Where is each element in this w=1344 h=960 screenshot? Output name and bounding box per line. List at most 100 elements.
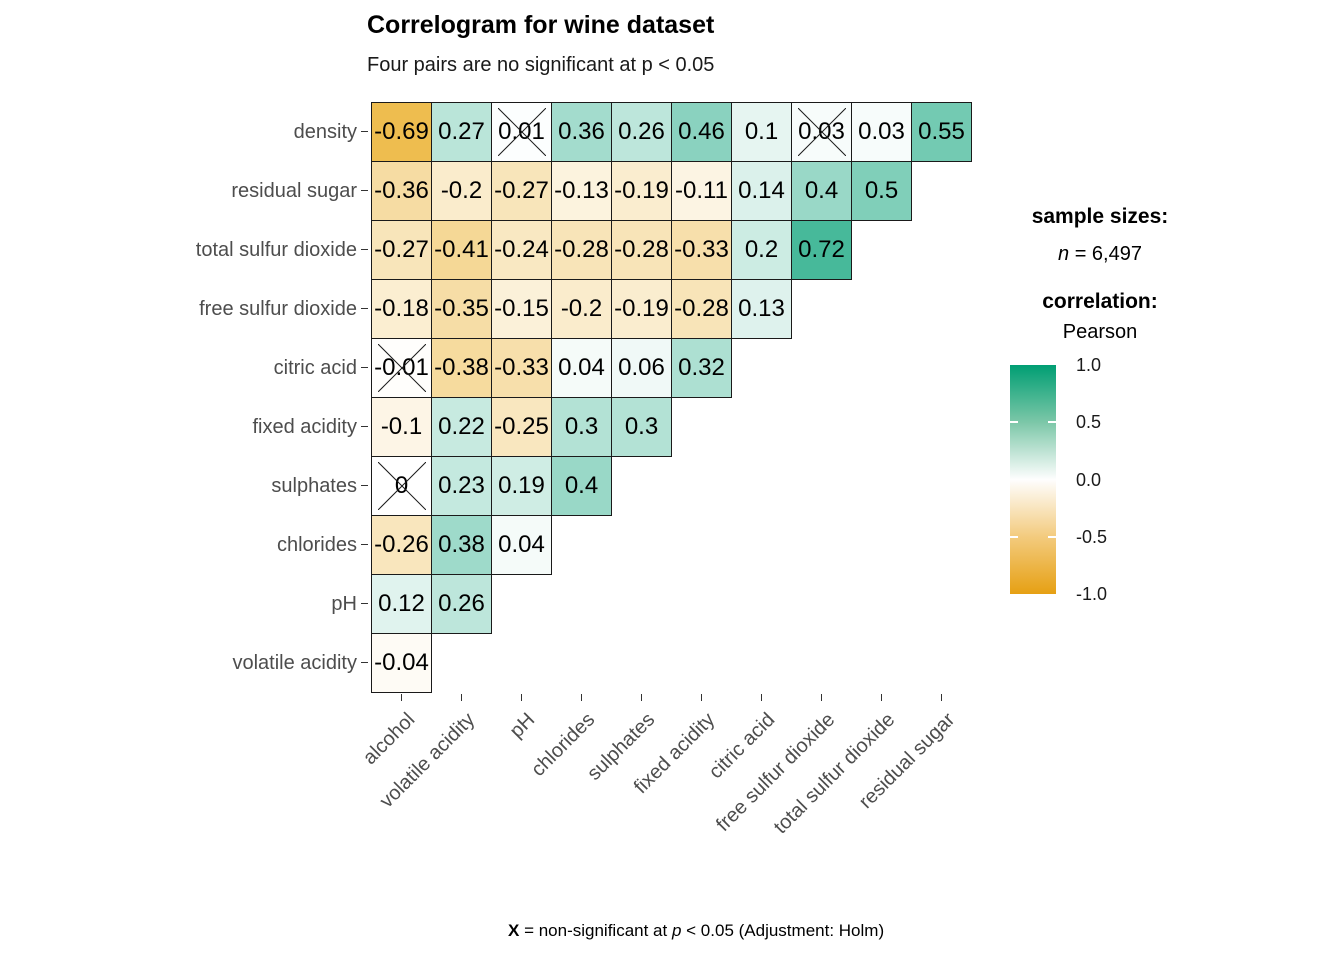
- cell-value: -0.26: [374, 531, 429, 558]
- correlation-title: correlation:: [1042, 290, 1158, 313]
- cell-value: 0.04: [498, 531, 545, 558]
- correlation-cell: 0.36: [551, 102, 612, 162]
- cell-value: 0.55: [918, 118, 965, 145]
- correlation-cell: -0.25: [491, 397, 552, 457]
- correlation-cell: -0.15: [491, 279, 552, 339]
- cell-value: 0.06: [618, 354, 665, 381]
- cell-value: -0.35: [434, 295, 489, 322]
- cell-value: -0.27: [494, 177, 549, 204]
- x-axis-tick: [521, 694, 522, 701]
- correlation-cell: -0.28: [671, 279, 732, 339]
- caption-p-symbol: p: [671, 921, 682, 940]
- colorbar-tick-label: 0.5: [1076, 412, 1102, 433]
- correlation-cell: 0.14: [731, 161, 792, 221]
- x-axis-tick: [761, 694, 762, 701]
- cell-value: -0.19: [614, 177, 669, 204]
- non-significant-x-icon: [377, 344, 426, 392]
- correlation-cell: 0.23: [431, 456, 492, 516]
- cell-value: -0.1: [380, 413, 423, 440]
- y-axis-tick: [361, 190, 368, 191]
- cell-value: -0.11: [675, 177, 728, 204]
- cell-value: -0.04: [374, 649, 429, 676]
- colorbar-tick-mark: [1010, 535, 1018, 538]
- cell-value: -0.25: [494, 413, 549, 440]
- cell-value: -0.28: [554, 236, 609, 263]
- cell-value: -0.38: [434, 354, 489, 381]
- correlation-cell: -0.11: [671, 161, 732, 221]
- correlation-cell: -0.01: [371, 338, 432, 398]
- non-significant-x-icon: [797, 108, 846, 156]
- correlation-cell: -0.19: [611, 161, 672, 221]
- non-significant-x-icon: [497, 108, 546, 156]
- cell-value: 0.72: [798, 236, 845, 263]
- correlation-cell: 0.22: [431, 397, 492, 457]
- correlation-cell: 0.03: [851, 102, 912, 162]
- cell-value: -0.27: [374, 236, 429, 263]
- correlation-cell: -0.28: [611, 220, 672, 280]
- caption: X = non-significant at p < 0.05 (Adjustm…: [508, 921, 884, 941]
- cell-value: -0.2: [440, 177, 483, 204]
- correlation-cell: 0.03: [791, 102, 852, 162]
- correlation-cell: -0.26: [371, 515, 432, 575]
- cell-value: -0.69: [374, 118, 429, 145]
- y-axis-tick: [361, 485, 368, 486]
- correlation-cell: 0.13: [731, 279, 792, 339]
- y-axis-tick: [361, 308, 368, 309]
- y-axis-label: citric acid: [273, 357, 357, 379]
- correlation-cell: 0.4: [551, 456, 612, 516]
- cell-value: -0.13: [554, 177, 609, 204]
- y-axis-label: sulphates: [271, 475, 357, 497]
- y-axis-tick: [361, 131, 368, 132]
- cell-value: 0.26: [438, 590, 485, 617]
- cell-value: 0.46: [678, 118, 725, 145]
- x-axis-tick: [821, 694, 822, 701]
- correlation-cell: -0.33: [671, 220, 732, 280]
- correlation-cell: 0: [371, 456, 432, 516]
- n-symbol: n: [1058, 243, 1070, 265]
- cell-value: 0.03: [858, 118, 905, 145]
- cell-value: -0.28: [614, 236, 669, 263]
- caption-x-symbol: X: [508, 921, 520, 940]
- y-axis-label: total sulfur dioxide: [195, 239, 357, 261]
- x-axis-tick: [401, 694, 402, 701]
- cell-value: 0.4: [804, 177, 839, 204]
- y-axis-tick: [361, 603, 368, 604]
- correlation-cell: -0.27: [491, 161, 552, 221]
- y-axis-tick: [361, 544, 368, 545]
- correlation-cell: 0.46: [671, 102, 732, 162]
- correlation-cell: -0.41: [431, 220, 492, 280]
- correlation-cell: -0.13: [551, 161, 612, 221]
- x-axis-tick: [581, 694, 582, 701]
- correlation-cell: 0.26: [431, 574, 492, 634]
- cell-value: 0.22: [438, 413, 485, 440]
- correlation-cell: 0.06: [611, 338, 672, 398]
- cell-value: -0.36: [374, 177, 429, 204]
- correlation-cell: -0.24: [491, 220, 552, 280]
- correlation-cell: 0.3: [611, 397, 672, 457]
- correlation-cell: 0.55: [911, 102, 972, 162]
- cell-value: 0.38: [438, 531, 485, 558]
- cell-value: 0.04: [558, 354, 605, 381]
- x-axis-tick: [881, 694, 882, 701]
- cell-value: -0.41: [434, 236, 489, 263]
- y-axis-label: volatile acidity: [232, 652, 357, 674]
- correlation-cell: 0.3: [551, 397, 612, 457]
- correlation-cell: 0.01: [491, 102, 552, 162]
- cell-value: 0.2: [744, 236, 779, 263]
- correlation-cell: 0.12: [371, 574, 432, 634]
- y-axis-tick: [361, 662, 368, 663]
- correlation-cell: -0.35: [431, 279, 492, 339]
- cell-value: 0.3: [624, 413, 659, 440]
- correlation-cell: 0.2: [731, 220, 792, 280]
- correlation-method: Pearson: [1062, 321, 1138, 343]
- correlation-cell: 0.19: [491, 456, 552, 516]
- cell-value: 0.13: [738, 295, 785, 322]
- cell-value: 0.23: [438, 472, 485, 499]
- cell-value: 0.19: [498, 472, 545, 499]
- y-axis-tick: [361, 249, 368, 250]
- cell-value: -0.24: [494, 236, 549, 263]
- caption-middle: = non-significant at: [519, 921, 672, 940]
- caption-end: < 0.05 (Adjustment: Holm): [681, 921, 885, 940]
- cell-value: -0.15: [494, 295, 549, 322]
- cell-value: 0.3: [564, 413, 599, 440]
